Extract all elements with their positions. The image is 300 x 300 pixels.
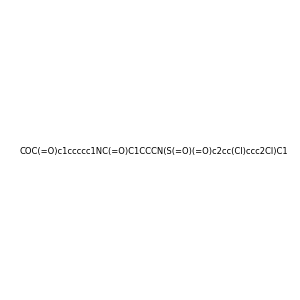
Text: COC(=O)c1ccccc1NC(=O)C1CCCN(S(=O)(=O)c2cc(Cl)ccc2Cl)C1: COC(=O)c1ccccc1NC(=O)C1CCCN(S(=O)(=O)c2c… — [20, 147, 288, 156]
